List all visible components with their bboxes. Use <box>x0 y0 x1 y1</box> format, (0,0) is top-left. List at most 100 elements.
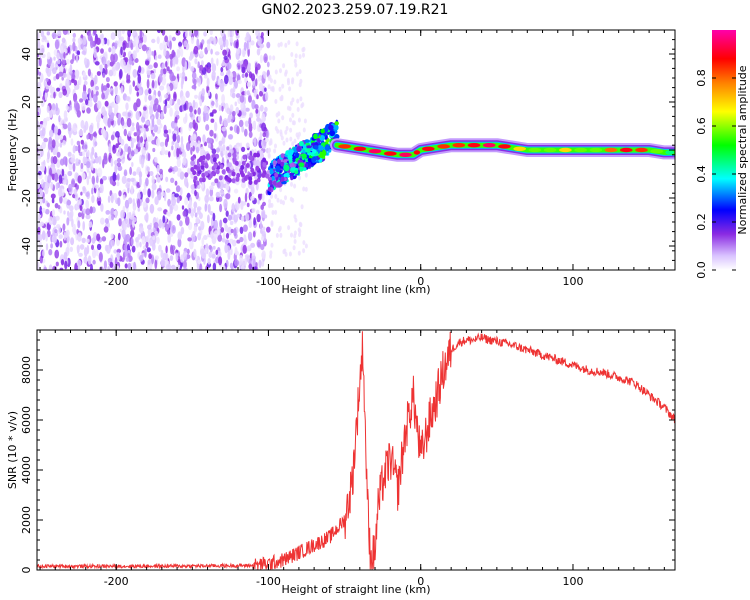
heatmap-cell <box>151 254 155 265</box>
heatmap-cell <box>76 244 81 251</box>
heatmap-cell <box>188 122 193 129</box>
heatmap-cell <box>223 38 226 48</box>
heatmap-cell <box>76 259 82 267</box>
heatmap-cell <box>115 143 119 149</box>
heatmap-cell <box>116 162 122 168</box>
heatmap-cell <box>274 99 278 104</box>
heatmap-cell <box>171 145 174 151</box>
heatmap-cell <box>126 73 131 83</box>
heatmap-cell <box>132 50 137 60</box>
heatmap-cell <box>79 244 85 250</box>
heatmap-cell <box>83 256 88 264</box>
heatmap-cell <box>244 36 249 42</box>
heatmap-cell <box>279 187 283 193</box>
heatmap-cell <box>217 234 223 242</box>
heatmap-cell <box>131 162 134 167</box>
heatmap-cell <box>58 234 63 240</box>
heatmap-cell <box>277 111 281 117</box>
heatmap-cell <box>280 153 285 159</box>
heatmap-cell <box>107 195 111 203</box>
heatmap-cell <box>256 213 261 223</box>
heatmap-cell <box>77 37 83 45</box>
heatmap-cell <box>122 111 127 117</box>
heatmap-cell <box>97 167 103 178</box>
heatmap-cell <box>56 87 61 92</box>
heatmap-cell <box>209 211 214 216</box>
heatmap-cell <box>150 100 154 106</box>
heatmap-cell <box>88 221 93 228</box>
heatmap-cell <box>170 177 175 183</box>
heatmap-cell <box>236 213 240 218</box>
heatmap-cell <box>154 255 159 260</box>
heatmap-cell <box>55 102 58 112</box>
heatmap-cell <box>193 201 198 209</box>
heatmap-cell <box>141 44 147 52</box>
heatmap-cell <box>93 30 97 35</box>
heatmap-cell <box>147 259 151 265</box>
heatmap-cell <box>271 210 275 215</box>
heatmap-cell <box>164 150 170 156</box>
heatmap-cell <box>279 131 283 137</box>
heatmap-cell <box>78 129 84 136</box>
heatmap-cell <box>59 195 63 204</box>
heatmap-cell <box>274 69 278 75</box>
heatmap-cell <box>159 174 163 179</box>
heatmap-cell <box>211 148 217 155</box>
heatmap-cell <box>91 244 94 251</box>
heatmap-cell <box>302 240 306 246</box>
heatmap-cell <box>293 183 297 189</box>
heatmap-cell <box>205 265 209 270</box>
heatmap-cell <box>79 98 84 103</box>
heatmap-cell <box>110 233 114 240</box>
heatmap-cell <box>117 30 122 39</box>
heatmap-cell <box>304 172 308 178</box>
heatmap-cell <box>137 192 141 201</box>
heatmap-cell <box>209 36 214 42</box>
heatmap-cell <box>61 37 66 44</box>
heatmap-cell <box>240 181 246 189</box>
heatmap-cell <box>102 85 108 91</box>
heatmap-cell <box>81 102 86 111</box>
heatmap-cell <box>300 204 304 210</box>
heatmap-cell <box>185 90 190 98</box>
heatmap-cell <box>272 160 277 166</box>
heatmap-cell <box>281 83 285 89</box>
heatmap-cell <box>151 118 155 128</box>
heatmap-cell <box>209 30 213 36</box>
heatmap-cell <box>41 141 46 149</box>
heatmap-cell <box>212 262 217 270</box>
heatmap-cell <box>157 104 162 113</box>
heatmap-cell <box>257 75 262 82</box>
heatmap-cell <box>84 120 89 131</box>
heatmap-cell <box>59 267 64 270</box>
heatmap-cell <box>65 104 69 111</box>
heatmap-cell <box>149 203 155 214</box>
heatmap-cell <box>201 237 205 246</box>
heatmap-cell <box>58 71 64 77</box>
heatmap-cell <box>268 180 273 185</box>
heatmap-cell <box>288 251 292 257</box>
heatmap-cell <box>256 94 259 100</box>
heatmap-cell <box>211 63 217 73</box>
heatmap-cell <box>247 245 252 252</box>
heatmap-cell <box>275 165 281 173</box>
heatmap-cell <box>96 37 101 45</box>
heatmap-cell <box>250 73 256 82</box>
heatmap-cell <box>126 223 130 228</box>
heatmap-cell <box>45 243 49 251</box>
heatmap-cell <box>204 203 208 212</box>
heatmap-cell <box>209 137 213 144</box>
heatmap-cell <box>233 188 239 194</box>
heatmap-cell <box>245 213 250 222</box>
heatmap-cell <box>220 227 225 233</box>
heatmap-cell <box>154 196 159 206</box>
heatmap-cell <box>252 255 256 261</box>
heatmap-cell <box>86 161 91 169</box>
heatmap-cell <box>67 122 72 132</box>
heatmap-cell <box>119 68 123 79</box>
heatmap-cell <box>171 197 177 206</box>
heatmap-cell <box>135 110 140 121</box>
heatmap-cell <box>259 104 264 112</box>
heatmap-cell <box>267 203 271 209</box>
